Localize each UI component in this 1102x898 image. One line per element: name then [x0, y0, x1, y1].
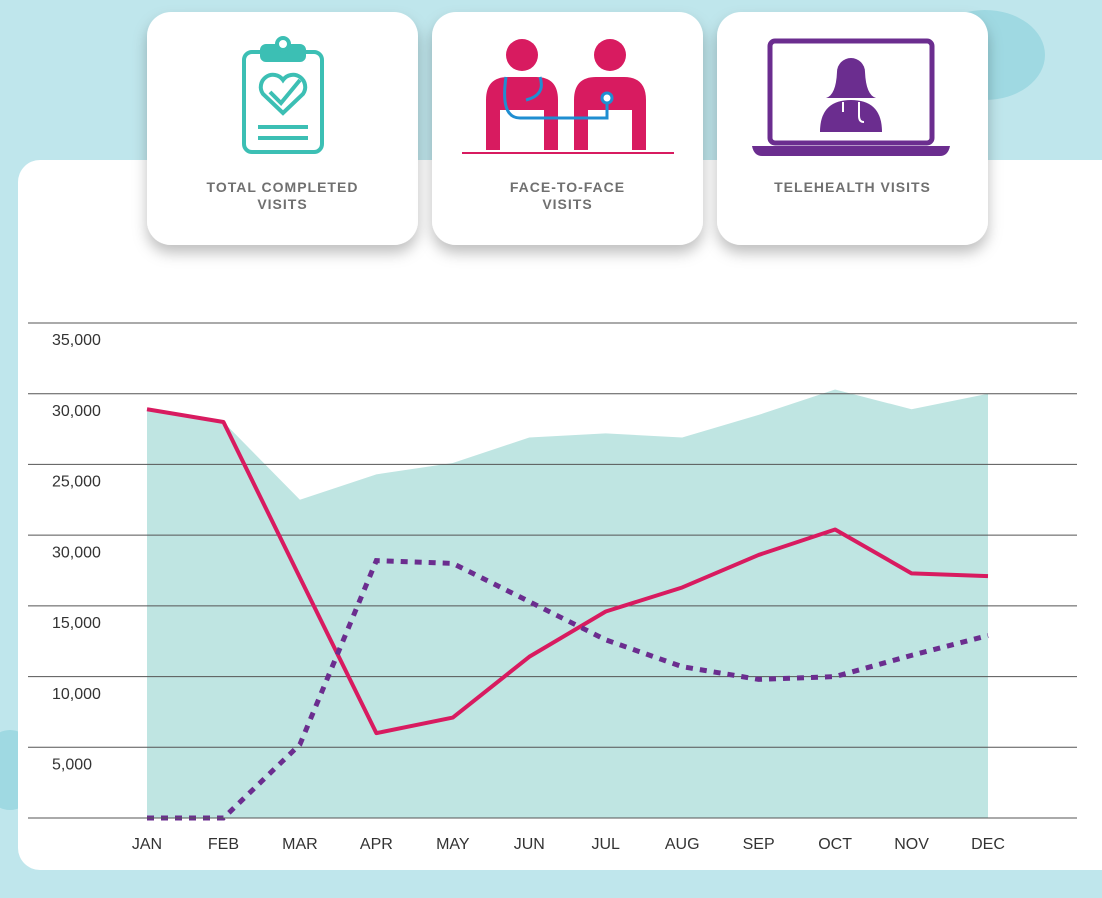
y-tick-label: 10,000 [52, 686, 101, 703]
y-tick-label: 15,000 [52, 615, 101, 632]
y-tick-label: 5,000 [52, 757, 92, 774]
legend-label: FACE-TO-FACE VISITS [488, 179, 648, 213]
x-tick-label: OCT [818, 836, 852, 853]
y-tick-label: 30,000 [52, 403, 101, 420]
x-tick-label: JUN [514, 836, 545, 853]
x-tick-label: MAY [436, 836, 470, 853]
x-tick-label: JUL [592, 836, 621, 853]
x-tick-label: SEP [743, 836, 775, 853]
y-tick-label: 25,000 [52, 474, 101, 491]
legend-label: TELEHEALTH VISITS [773, 179, 933, 196]
x-tick-label: FEB [208, 836, 239, 853]
chart: 5,000 10,000 15,000 30,000 25,000 30,000 35,00… [0, 0, 1102, 898]
y-tick-label: 35,000 [52, 332, 101, 349]
x-tick-label: MAR [282, 836, 318, 853]
page: {"chart_data": {"type": "line", "categor… [0, 0, 1102, 898]
x-tick-label: JAN [132, 836, 162, 853]
x-tick-label: DEC [971, 836, 1005, 853]
x-tick-label: NOV [894, 836, 929, 853]
x-tick-label: APR [360, 836, 393, 853]
x-tick-label: AUG [665, 836, 700, 853]
legend-label: TOTAL COMPLETED VISITS [203, 179, 363, 213]
y-tick-label: 30,000 [52, 544, 101, 561]
